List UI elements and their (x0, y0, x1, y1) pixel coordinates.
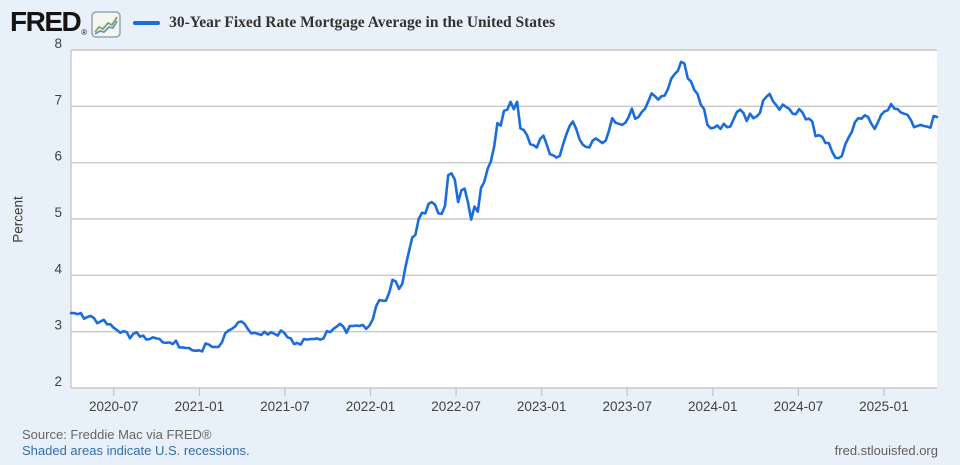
plot-area: 8 7 6 5 4 3 2 2020-07 2021-01 2021-07 2022-01 2022-… (54, 36, 939, 414)
svg-text:7: 7 (54, 92, 62, 107)
svg-text:2020-07: 2020-07 (89, 399, 139, 414)
svg-text:2: 2 (54, 374, 62, 389)
svg-text:2023-07: 2023-07 (602, 399, 652, 414)
fred-logo-registered-mark: ® (81, 27, 88, 37)
svg-text:2024-07: 2024-07 (774, 399, 824, 414)
svg-text:6: 6 (54, 149, 62, 164)
svg-text:2022-01: 2022-01 (346, 399, 396, 414)
svg-text:2021-01: 2021-01 (175, 399, 225, 414)
svg-text:2024-01: 2024-01 (688, 399, 738, 414)
source-note: Source: Freddie Mac via FRED® (22, 427, 212, 442)
svg-text:2021-07: 2021-07 (260, 399, 310, 414)
svg-text:2023-01: 2023-01 (517, 399, 567, 414)
fred-site-link[interactable]: fred.stlouisfed.org (834, 443, 938, 458)
recessions-link[interactable]: Shaded areas indicate U.S. recessions. (22, 443, 250, 458)
svg-text:4: 4 (54, 261, 62, 276)
svg-text:3: 3 (54, 318, 62, 333)
svg-text:8: 8 (54, 36, 62, 51)
fred-logo[interactable]: FRED ® (10, 5, 121, 38)
chart-header: FRED ® 30-Year Fixed Rate Mortgage Avera… (10, 6, 555, 40)
legend: 30-Year Fixed Rate Mortgage Average in t… (133, 14, 555, 32)
svg-text:2022-07: 2022-07 (431, 399, 481, 414)
fred-logo-text: FRED (10, 5, 82, 37)
series-title: 30-Year Fixed Rate Mortgage Average in t… (169, 14, 556, 31)
svg-text:5: 5 (54, 205, 62, 220)
legend-line-swatch (133, 21, 161, 25)
fred-sparkline-icon (91, 10, 121, 38)
svg-text:2025-01: 2025-01 (859, 399, 909, 414)
